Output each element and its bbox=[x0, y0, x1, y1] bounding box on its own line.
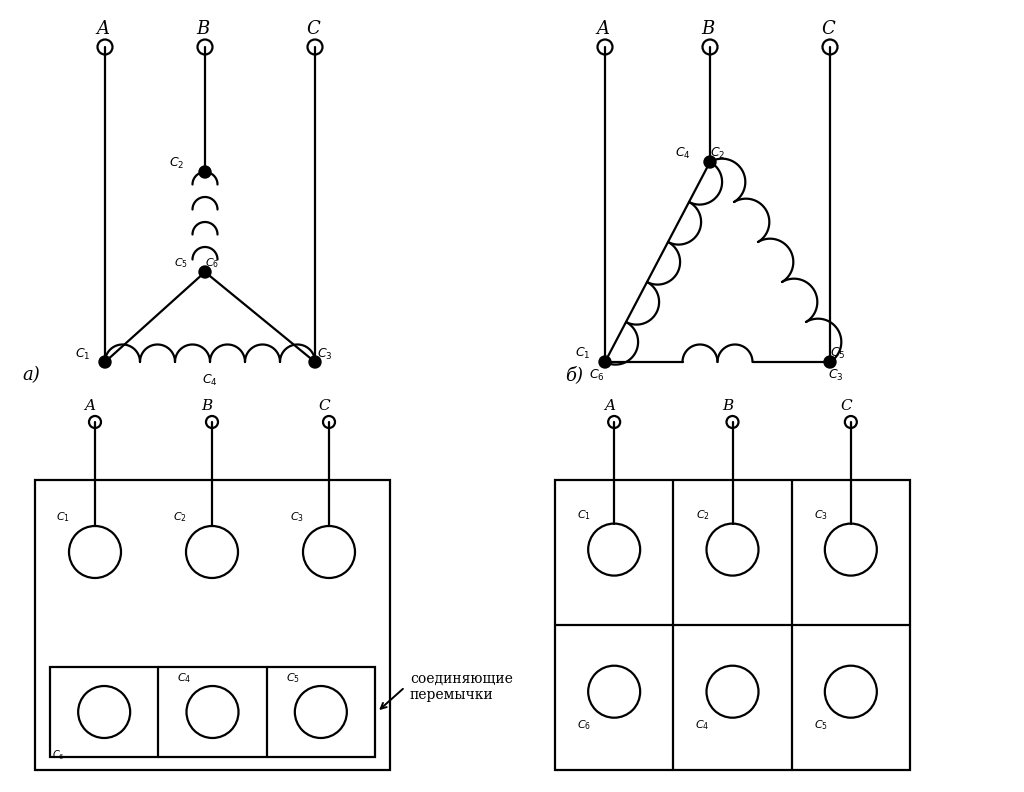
Text: $C_5$: $C_5$ bbox=[814, 718, 827, 733]
Text: B: B bbox=[197, 20, 210, 38]
Bar bbox=[35, 480, 390, 770]
Bar bbox=[555, 480, 910, 770]
Text: C: C bbox=[306, 20, 319, 38]
Text: $C_6$: $C_6$ bbox=[52, 748, 65, 762]
Circle shape bbox=[199, 266, 211, 278]
Text: $C_3$: $C_3$ bbox=[828, 368, 844, 383]
Text: $C_6$: $C_6$ bbox=[205, 256, 219, 270]
Text: $C_2$: $C_2$ bbox=[695, 508, 710, 523]
Circle shape bbox=[705, 156, 716, 168]
Text: A: A bbox=[597, 20, 609, 38]
Text: $C_6$: $C_6$ bbox=[589, 368, 605, 383]
Text: A: A bbox=[85, 399, 95, 413]
Text: C: C bbox=[821, 20, 835, 38]
Circle shape bbox=[824, 356, 836, 368]
Circle shape bbox=[99, 356, 111, 368]
Bar bbox=[50, 667, 375, 757]
Text: $C_1$: $C_1$ bbox=[578, 508, 591, 523]
Text: B: B bbox=[701, 20, 715, 38]
Text: $C_2$: $C_2$ bbox=[173, 510, 187, 524]
Circle shape bbox=[199, 166, 211, 178]
Text: $C_5$: $C_5$ bbox=[286, 671, 300, 685]
Text: $C_2$: $C_2$ bbox=[711, 146, 726, 161]
Text: $C_3$: $C_3$ bbox=[814, 508, 827, 523]
Circle shape bbox=[599, 356, 611, 368]
Text: B: B bbox=[202, 399, 213, 413]
Text: б): б) bbox=[565, 366, 583, 384]
Text: $C_6$: $C_6$ bbox=[578, 718, 591, 733]
Text: $C_4$: $C_4$ bbox=[202, 373, 218, 388]
Text: $C_1$: $C_1$ bbox=[76, 347, 91, 362]
Text: $C_5$: $C_5$ bbox=[174, 256, 188, 270]
Text: $C_3$: $C_3$ bbox=[290, 510, 304, 524]
Text: $C_4$: $C_4$ bbox=[695, 718, 710, 733]
Text: $C_3$: $C_3$ bbox=[317, 347, 333, 362]
Text: C: C bbox=[840, 399, 852, 413]
Text: A: A bbox=[604, 399, 614, 413]
Text: $C_4$: $C_4$ bbox=[675, 146, 691, 161]
Text: $C_4$: $C_4$ bbox=[177, 671, 191, 685]
Text: A: A bbox=[96, 20, 110, 38]
Text: $C_2$: $C_2$ bbox=[169, 156, 184, 171]
Text: C: C bbox=[318, 399, 330, 413]
Text: $C_5$: $C_5$ bbox=[830, 346, 846, 361]
Text: B: B bbox=[722, 399, 733, 413]
Text: а): а) bbox=[22, 366, 40, 384]
Circle shape bbox=[309, 356, 321, 368]
Text: $C_1$: $C_1$ bbox=[56, 510, 70, 524]
Text: $C_1$: $C_1$ bbox=[575, 346, 591, 361]
Text: соединяющие
перемычки: соединяющие перемычки bbox=[410, 672, 513, 702]
